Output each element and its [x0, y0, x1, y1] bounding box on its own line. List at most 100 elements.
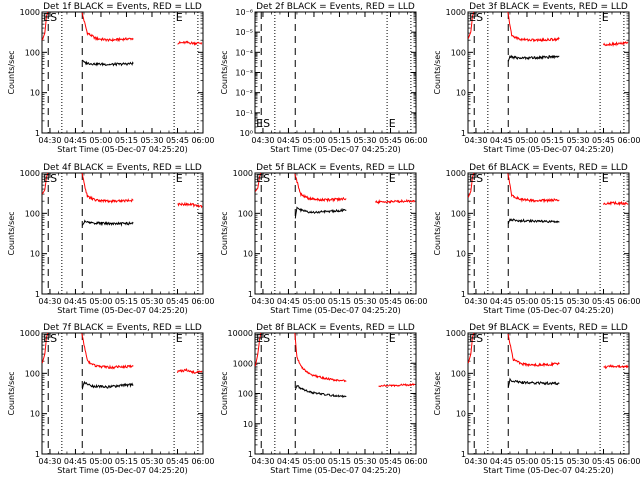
- lld-series-line: [294, 332, 347, 383]
- x-tick-label: 05:15: [115, 457, 138, 466]
- x-tick-label: 06:00: [404, 457, 427, 466]
- y-tick-label: 10000: [228, 329, 253, 338]
- x-axis-label: Start Time (05-Dec-07 04:25:20): [483, 145, 614, 154]
- y-tick-label: 1000: [446, 8, 466, 17]
- end-marker-label: E: [602, 332, 609, 345]
- x-tick-label: 06:00: [404, 136, 427, 145]
- lld-series-line: [603, 40, 629, 48]
- x-tick-label: 05:15: [115, 136, 138, 145]
- lld-series-line: [177, 367, 203, 375]
- y-tick-label: 100: [25, 48, 40, 57]
- x-tick-label: 05:45: [166, 297, 189, 306]
- x-tick-label: 04:30: [251, 136, 274, 145]
- end-marker-label: E: [389, 172, 396, 185]
- x-tick-label: 05:00: [515, 136, 538, 145]
- lld-series-line: [81, 333, 134, 370]
- lld-series-line: [467, 11, 475, 39]
- x-tick-label: 05:00: [302, 297, 325, 306]
- events-series-line: [81, 59, 134, 67]
- y-tick-label: 100: [238, 209, 253, 218]
- x-tick-label: 04:45: [64, 457, 87, 466]
- chart-panel-5: Det 5f BLACK = Events, RED = LLD 1 10 100 10…: [220, 163, 428, 315]
- lld-series-line: [603, 364, 629, 370]
- lld-series-line: [41, 172, 49, 195]
- x-tick-label: 05:30: [353, 457, 376, 466]
- x-axis-label: Start Time (05-Dec-07 04:25:20): [57, 466, 188, 475]
- x-axis-label: Start Time (05-Dec-07 04:25:20): [483, 306, 614, 315]
- plot-frame: [467, 11, 630, 134]
- x-axis-label: Start Time (05-Dec-07 04:25:20): [270, 145, 401, 154]
- y-axis-label: Counts/sec: [220, 371, 229, 415]
- chart-panel-1: Det 1f BLACK = Events, RED = LLD 1 10 100 10…: [7, 2, 215, 154]
- chart-panel-2: Det 2f BLACK = Events, RED = LLD 10⁰ 10⁻¹ 1…: [220, 2, 428, 154]
- end-marker-label: E: [602, 11, 609, 24]
- x-tick-label: 06:00: [617, 457, 640, 466]
- y-axis-label: Counts/sec: [433, 211, 442, 255]
- y-tick-label: 100: [451, 369, 466, 378]
- y-tick-label: 1000: [20, 169, 40, 178]
- x-tick-label: 05:00: [302, 136, 325, 145]
- end-marker-label: E: [176, 172, 183, 185]
- panel-title: Det 8f BLACK = Events, RED = LLD: [256, 323, 415, 333]
- y-tick-label: 10: [456, 89, 466, 98]
- lld-series-line: [378, 382, 416, 388]
- x-tick-label: 05:15: [328, 136, 351, 145]
- x-tick-label: 06:00: [617, 297, 640, 306]
- x-axis-label: Start Time (05-Dec-07 04:25:20): [57, 306, 188, 315]
- chart-panel-9: Det 9f BLACK = Events, RED = LLD 1 10 100 10…: [433, 323, 640, 475]
- x-tick-label: 05:15: [328, 457, 351, 466]
- chart-panel-3: Det 3f BLACK = Events, RED = LLD 1 10 100 10…: [433, 2, 640, 154]
- x-tick-label: 05:30: [566, 297, 589, 306]
- lld-series-line: [375, 198, 416, 205]
- start-marker-label: ES: [43, 332, 57, 345]
- lld-series-line: [81, 173, 134, 204]
- end-marker-label: E: [176, 11, 183, 24]
- plot-frame: [254, 332, 417, 455]
- x-tick-label: 05:45: [379, 297, 402, 306]
- panel-title: Det 5f BLACK = Events, RED = LLD: [256, 163, 415, 173]
- x-tick-label: 06:00: [617, 136, 640, 145]
- x-tick-label: 04:45: [277, 136, 300, 145]
- x-tick-label: 06:00: [404, 297, 427, 306]
- plot-frame: [467, 172, 630, 295]
- x-tick-label: 05:45: [592, 136, 615, 145]
- y-axis-label: Counts/sec: [220, 50, 229, 94]
- panel-title: Det 6f BLACK = Events, RED = LLD: [469, 163, 628, 173]
- y-tick-label: 100: [451, 209, 466, 218]
- y-tick-label: 1000: [233, 169, 253, 178]
- y-axis-label: Counts/sec: [7, 50, 16, 94]
- x-tick-label: 04:30: [38, 136, 61, 145]
- lld-series-line: [467, 332, 475, 364]
- x-tick-label: 05:30: [140, 136, 163, 145]
- x-tick-label: 04:30: [464, 136, 487, 145]
- x-axis-label: Start Time (05-Dec-07 04:25:20): [483, 466, 614, 475]
- panel-title: Det 3f BLACK = Events, RED = LLD: [469, 2, 628, 12]
- x-tick-label: 05:45: [592, 457, 615, 466]
- y-tick-label: 1000: [446, 169, 466, 178]
- y-tick-label: 10: [456, 250, 466, 259]
- plot-frame: [254, 172, 417, 295]
- plot-frame: [254, 11, 417, 134]
- x-tick-label: 05:30: [353, 136, 376, 145]
- y-axis-label: Counts/sec: [433, 371, 442, 415]
- x-tick-label: 04:45: [64, 297, 87, 306]
- y-tick-label: 1: [461, 290, 466, 299]
- events-series-line: [507, 54, 560, 62]
- y-tick-label: 100: [451, 48, 466, 57]
- start-marker-label: ES: [469, 11, 483, 24]
- y-tick-label: 10: [243, 250, 253, 259]
- start-marker-label: ES: [43, 11, 57, 24]
- y-tick-label: 10⁻²: [235, 89, 253, 98]
- events-series-line: [507, 218, 560, 224]
- lld-series-line: [603, 200, 629, 207]
- y-tick-label: 10⁻⁵: [235, 28, 253, 37]
- chart-panel-6: Det 6f BLACK = Events, RED = LLD 1 10 100 10…: [433, 163, 640, 315]
- y-tick-label: 1: [35, 450, 40, 459]
- events-series-line: [294, 384, 347, 399]
- y-tick-label: 1000: [446, 329, 466, 338]
- x-tick-label: 05:45: [166, 457, 189, 466]
- chart-panel-7: Det 7f BLACK = Events, RED = LLD 1 10 100 10…: [7, 323, 215, 475]
- lld-series-line: [254, 332, 262, 367]
- x-tick-label: 05:30: [353, 297, 376, 306]
- y-tick-label: 10⁻³: [235, 69, 253, 78]
